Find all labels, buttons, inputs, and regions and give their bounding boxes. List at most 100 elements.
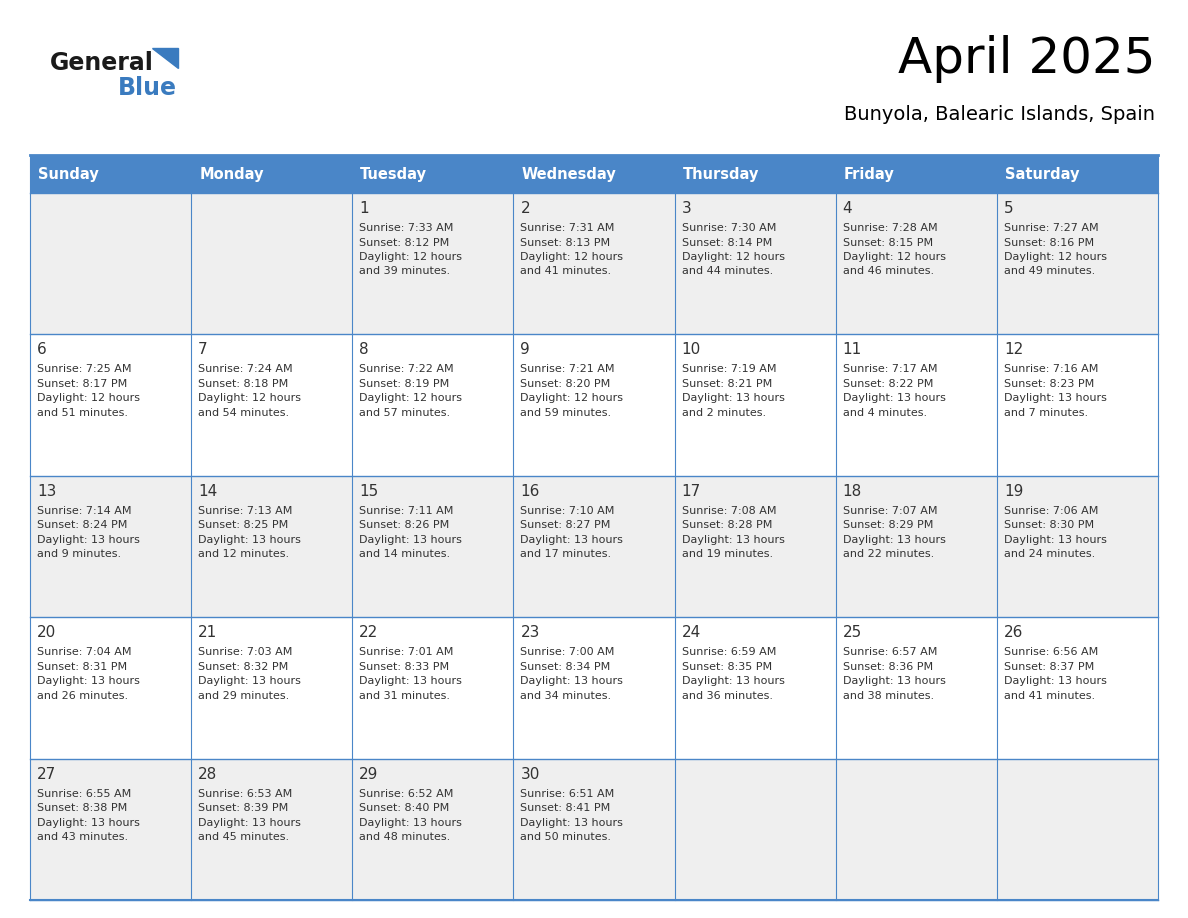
Text: Sunrise: 7:21 AM: Sunrise: 7:21 AM [520,364,615,375]
Text: Sunset: 8:18 PM: Sunset: 8:18 PM [198,379,289,389]
Bar [30,193,191,334]
Text: Sunrise: 7:06 AM: Sunrise: 7:06 AM [1004,506,1098,516]
Text: Sunset: 8:15 PM: Sunset: 8:15 PM [842,238,933,248]
Bar [513,476,675,617]
Text: Sunset: 8:27 PM: Sunset: 8:27 PM [520,521,611,531]
Text: 7: 7 [198,342,208,357]
Bar [513,193,675,334]
Text: Sunset: 8:22 PM: Sunset: 8:22 PM [842,379,933,389]
Bar [30,476,191,617]
Text: Sunset: 8:38 PM: Sunset: 8:38 PM [37,803,127,813]
Text: Sunset: 8:29 PM: Sunset: 8:29 PM [842,521,933,531]
Text: 1: 1 [359,201,369,216]
Bar [997,334,1158,476]
Bar [353,758,513,900]
Text: and 39 minutes.: and 39 minutes. [359,266,450,276]
Text: 13: 13 [37,484,56,498]
Text: Sunset: 8:26 PM: Sunset: 8:26 PM [359,521,449,531]
Bar [835,476,997,617]
Text: Sunrise: 6:52 AM: Sunrise: 6:52 AM [359,789,454,799]
Text: Sunrise: 7:01 AM: Sunrise: 7:01 AM [359,647,454,657]
Text: Daylight: 13 hours: Daylight: 13 hours [1004,535,1107,544]
Text: 5: 5 [1004,201,1013,216]
Text: Daylight: 13 hours: Daylight: 13 hours [1004,394,1107,403]
Text: Daylight: 13 hours: Daylight: 13 hours [37,818,140,828]
Text: Sunrise: 7:28 AM: Sunrise: 7:28 AM [842,223,937,233]
Bar [30,155,191,193]
Text: and 29 minutes.: and 29 minutes. [198,690,290,700]
Text: Sunset: 8:36 PM: Sunset: 8:36 PM [842,662,933,672]
Bar [30,617,191,758]
Text: Sunrise: 6:59 AM: Sunrise: 6:59 AM [682,647,776,657]
Text: and 9 minutes.: and 9 minutes. [37,549,121,559]
Text: Sunset: 8:41 PM: Sunset: 8:41 PM [520,803,611,813]
Text: 20: 20 [37,625,56,640]
Text: Sunset: 8:12 PM: Sunset: 8:12 PM [359,238,449,248]
Text: Monday: Monday [200,167,264,183]
Bar [353,334,513,476]
Bar [835,758,997,900]
Text: Sunrise: 7:24 AM: Sunrise: 7:24 AM [198,364,292,375]
Text: Friday: Friday [843,167,895,183]
Text: Daylight: 12 hours: Daylight: 12 hours [198,394,301,403]
Text: Sunrise: 7:17 AM: Sunrise: 7:17 AM [842,364,937,375]
Bar [675,155,835,193]
Text: Sunset: 8:14 PM: Sunset: 8:14 PM [682,238,772,248]
Text: Daylight: 12 hours: Daylight: 12 hours [359,394,462,403]
Text: Daylight: 13 hours: Daylight: 13 hours [1004,677,1107,686]
Text: and 14 minutes.: and 14 minutes. [359,549,450,559]
Text: and 51 minutes.: and 51 minutes. [37,408,128,418]
Text: Daylight: 13 hours: Daylight: 13 hours [520,535,624,544]
Text: Blue: Blue [118,76,177,100]
Text: Daylight: 12 hours: Daylight: 12 hours [520,252,624,262]
Bar [353,193,513,334]
Text: Sunrise: 6:53 AM: Sunrise: 6:53 AM [198,789,292,799]
Text: Sunset: 8:19 PM: Sunset: 8:19 PM [359,379,449,389]
Text: 12: 12 [1004,342,1023,357]
Text: 22: 22 [359,625,379,640]
Text: and 17 minutes.: and 17 minutes. [520,549,612,559]
Text: Sunset: 8:24 PM: Sunset: 8:24 PM [37,521,127,531]
Text: Daylight: 13 hours: Daylight: 13 hours [520,818,624,828]
Text: and 44 minutes.: and 44 minutes. [682,266,773,276]
Text: Sunrise: 7:10 AM: Sunrise: 7:10 AM [520,506,615,516]
Text: Daylight: 13 hours: Daylight: 13 hours [37,535,140,544]
Text: Daylight: 13 hours: Daylight: 13 hours [359,677,462,686]
Text: Daylight: 12 hours: Daylight: 12 hours [359,252,462,262]
Text: Daylight: 13 hours: Daylight: 13 hours [37,677,140,686]
Text: and 31 minutes.: and 31 minutes. [359,690,450,700]
Text: Sunrise: 7:07 AM: Sunrise: 7:07 AM [842,506,937,516]
Bar [353,476,513,617]
Text: 8: 8 [359,342,369,357]
Text: Sunrise: 7:22 AM: Sunrise: 7:22 AM [359,364,454,375]
Bar [675,334,835,476]
Text: Wednesday: Wednesday [522,167,617,183]
Text: Sunset: 8:13 PM: Sunset: 8:13 PM [520,238,611,248]
Text: and 26 minutes.: and 26 minutes. [37,690,128,700]
Bar [513,155,675,193]
Bar [191,476,353,617]
Text: Sunrise: 7:27 AM: Sunrise: 7:27 AM [1004,223,1099,233]
Text: Sunrise: 7:00 AM: Sunrise: 7:00 AM [520,647,615,657]
Text: Sunrise: 7:11 AM: Sunrise: 7:11 AM [359,506,454,516]
Text: Daylight: 13 hours: Daylight: 13 hours [359,535,462,544]
Text: 21: 21 [198,625,217,640]
Text: and 41 minutes.: and 41 minutes. [1004,690,1095,700]
Bar [513,758,675,900]
Text: and 41 minutes.: and 41 minutes. [520,266,612,276]
Bar [513,617,675,758]
Text: Sunset: 8:39 PM: Sunset: 8:39 PM [198,803,289,813]
Text: 14: 14 [198,484,217,498]
Text: Daylight: 13 hours: Daylight: 13 hours [198,535,301,544]
Text: 9: 9 [520,342,530,357]
Text: Daylight: 13 hours: Daylight: 13 hours [842,394,946,403]
Text: Sunrise: 6:51 AM: Sunrise: 6:51 AM [520,789,614,799]
Text: Bunyola, Balearic Islands, Spain: Bunyola, Balearic Islands, Spain [843,105,1155,124]
Text: and 48 minutes.: and 48 minutes. [359,832,450,842]
Bar [835,193,997,334]
Text: 29: 29 [359,767,379,781]
Bar [835,155,997,193]
Text: and 7 minutes.: and 7 minutes. [1004,408,1088,418]
Polygon shape [152,48,178,68]
Text: and 57 minutes.: and 57 minutes. [359,408,450,418]
